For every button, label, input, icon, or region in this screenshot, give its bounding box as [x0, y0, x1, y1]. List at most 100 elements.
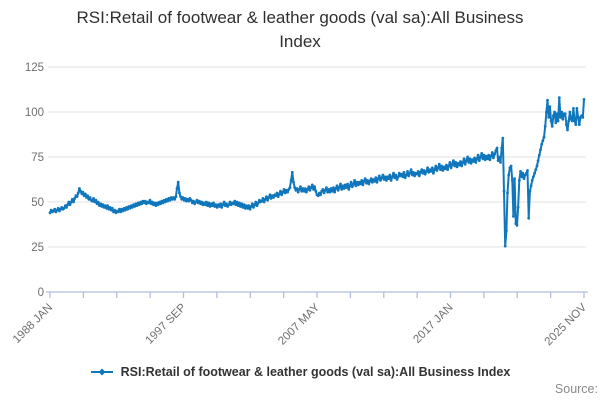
- series-point: [445, 163, 448, 167]
- series-point: [380, 176, 384, 180]
- series-point: [415, 172, 419, 176]
- series-point: [381, 173, 385, 177]
- x-tick-label: 2007 MAY: [276, 301, 322, 347]
- series-point: [537, 153, 541, 157]
- series-point: [302, 189, 306, 193]
- series-point: [369, 177, 373, 181]
- series-point: [106, 204, 109, 208]
- series-point: [429, 170, 433, 173]
- series-point: [494, 149, 498, 153]
- series-point: [128, 206, 132, 210]
- series-point: [533, 171, 536, 175]
- series-point: [510, 179, 514, 182]
- chart-title-line1: RSI:Retail of footwear & leather goods (…: [76, 8, 524, 27]
- series-point: [328, 190, 332, 194]
- series-point: [239, 205, 242, 208]
- series-point: [75, 195, 79, 199]
- series-point: [330, 189, 334, 193]
- series-point: [68, 203, 72, 207]
- series-point: [337, 186, 341, 190]
- legend[interactable]: RSI:Retail of footwear & leather goods (…: [0, 362, 600, 382]
- series-point: [545, 110, 548, 114]
- series-point: [452, 159, 455, 163]
- series-point: [405, 173, 408, 177]
- series-point: [576, 116, 580, 119]
- series-point: [485, 154, 488, 158]
- series-point: [295, 187, 299, 190]
- series-point: [435, 169, 439, 172]
- series-point: [327, 188, 331, 191]
- series-point: [382, 178, 386, 181]
- series-point: [540, 143, 544, 146]
- series-point: [94, 198, 98, 202]
- series-point: [269, 197, 273, 200]
- series-point: [460, 164, 464, 168]
- series-point: [355, 180, 359, 184]
- series-point: [535, 164, 539, 168]
- series-point: [422, 169, 426, 172]
- series-point: [308, 188, 312, 192]
- series-point: [394, 173, 398, 177]
- series-point: [493, 152, 496, 156]
- series-point: [555, 112, 559, 116]
- series-point: [421, 171, 425, 175]
- series-point: [388, 173, 392, 177]
- series-point: [62, 206, 66, 210]
- series-point: [376, 177, 380, 181]
- series-point: [283, 191, 287, 195]
- series-point: [582, 98, 586, 101]
- series-point: [502, 189, 506, 193]
- series-point: [453, 164, 456, 168]
- chart-title: RSI:Retail of footwear & leather goods (…: [0, 6, 600, 54]
- series-point: [70, 197, 74, 201]
- series-point: [581, 116, 585, 119]
- series-point: [365, 181, 368, 185]
- series-point: [183, 197, 187, 200]
- series-point: [496, 159, 500, 163]
- series-point: [245, 204, 248, 208]
- series-point: [375, 180, 379, 184]
- series-point: [363, 177, 367, 181]
- series-point: [73, 197, 77, 200]
- series-point: [198, 199, 201, 203]
- series-point: [542, 135, 546, 139]
- series-point: [341, 184, 345, 188]
- series-point: [103, 204, 107, 208]
- series-point: [309, 186, 313, 190]
- series-point: [221, 203, 225, 207]
- series-point: [280, 193, 284, 197]
- series-point: [203, 203, 207, 207]
- series-point: [377, 174, 381, 178]
- series-point: [503, 244, 507, 248]
- series-point: [263, 197, 267, 201]
- series-point: [385, 179, 388, 182]
- series-point: [140, 202, 144, 206]
- series-point: [253, 203, 257, 207]
- series-point: [360, 179, 364, 182]
- series-point: [481, 157, 485, 161]
- series-point: [474, 161, 478, 164]
- series-point: [113, 208, 117, 212]
- series-point: [326, 190, 329, 194]
- series-point: [178, 191, 181, 195]
- series-point: [448, 161, 452, 164]
- series-point: [563, 112, 567, 116]
- series-point: [227, 203, 231, 207]
- series-point: [393, 176, 396, 180]
- series-point: [276, 195, 280, 199]
- series-point: [79, 189, 82, 193]
- series-point: [359, 182, 362, 186]
- series-point: [446, 168, 449, 172]
- series-point: [254, 200, 258, 204]
- series-point: [282, 188, 286, 191]
- series-point: [513, 177, 516, 181]
- series-point: [314, 189, 318, 193]
- series-point: [516, 206, 520, 209]
- series-point: [383, 175, 387, 179]
- series-point: [539, 148, 542, 152]
- series-point: [413, 174, 416, 178]
- series-point: [546, 98, 549, 102]
- series-point: [530, 179, 534, 182]
- series-point: [301, 187, 305, 190]
- series-point: [288, 186, 292, 190]
